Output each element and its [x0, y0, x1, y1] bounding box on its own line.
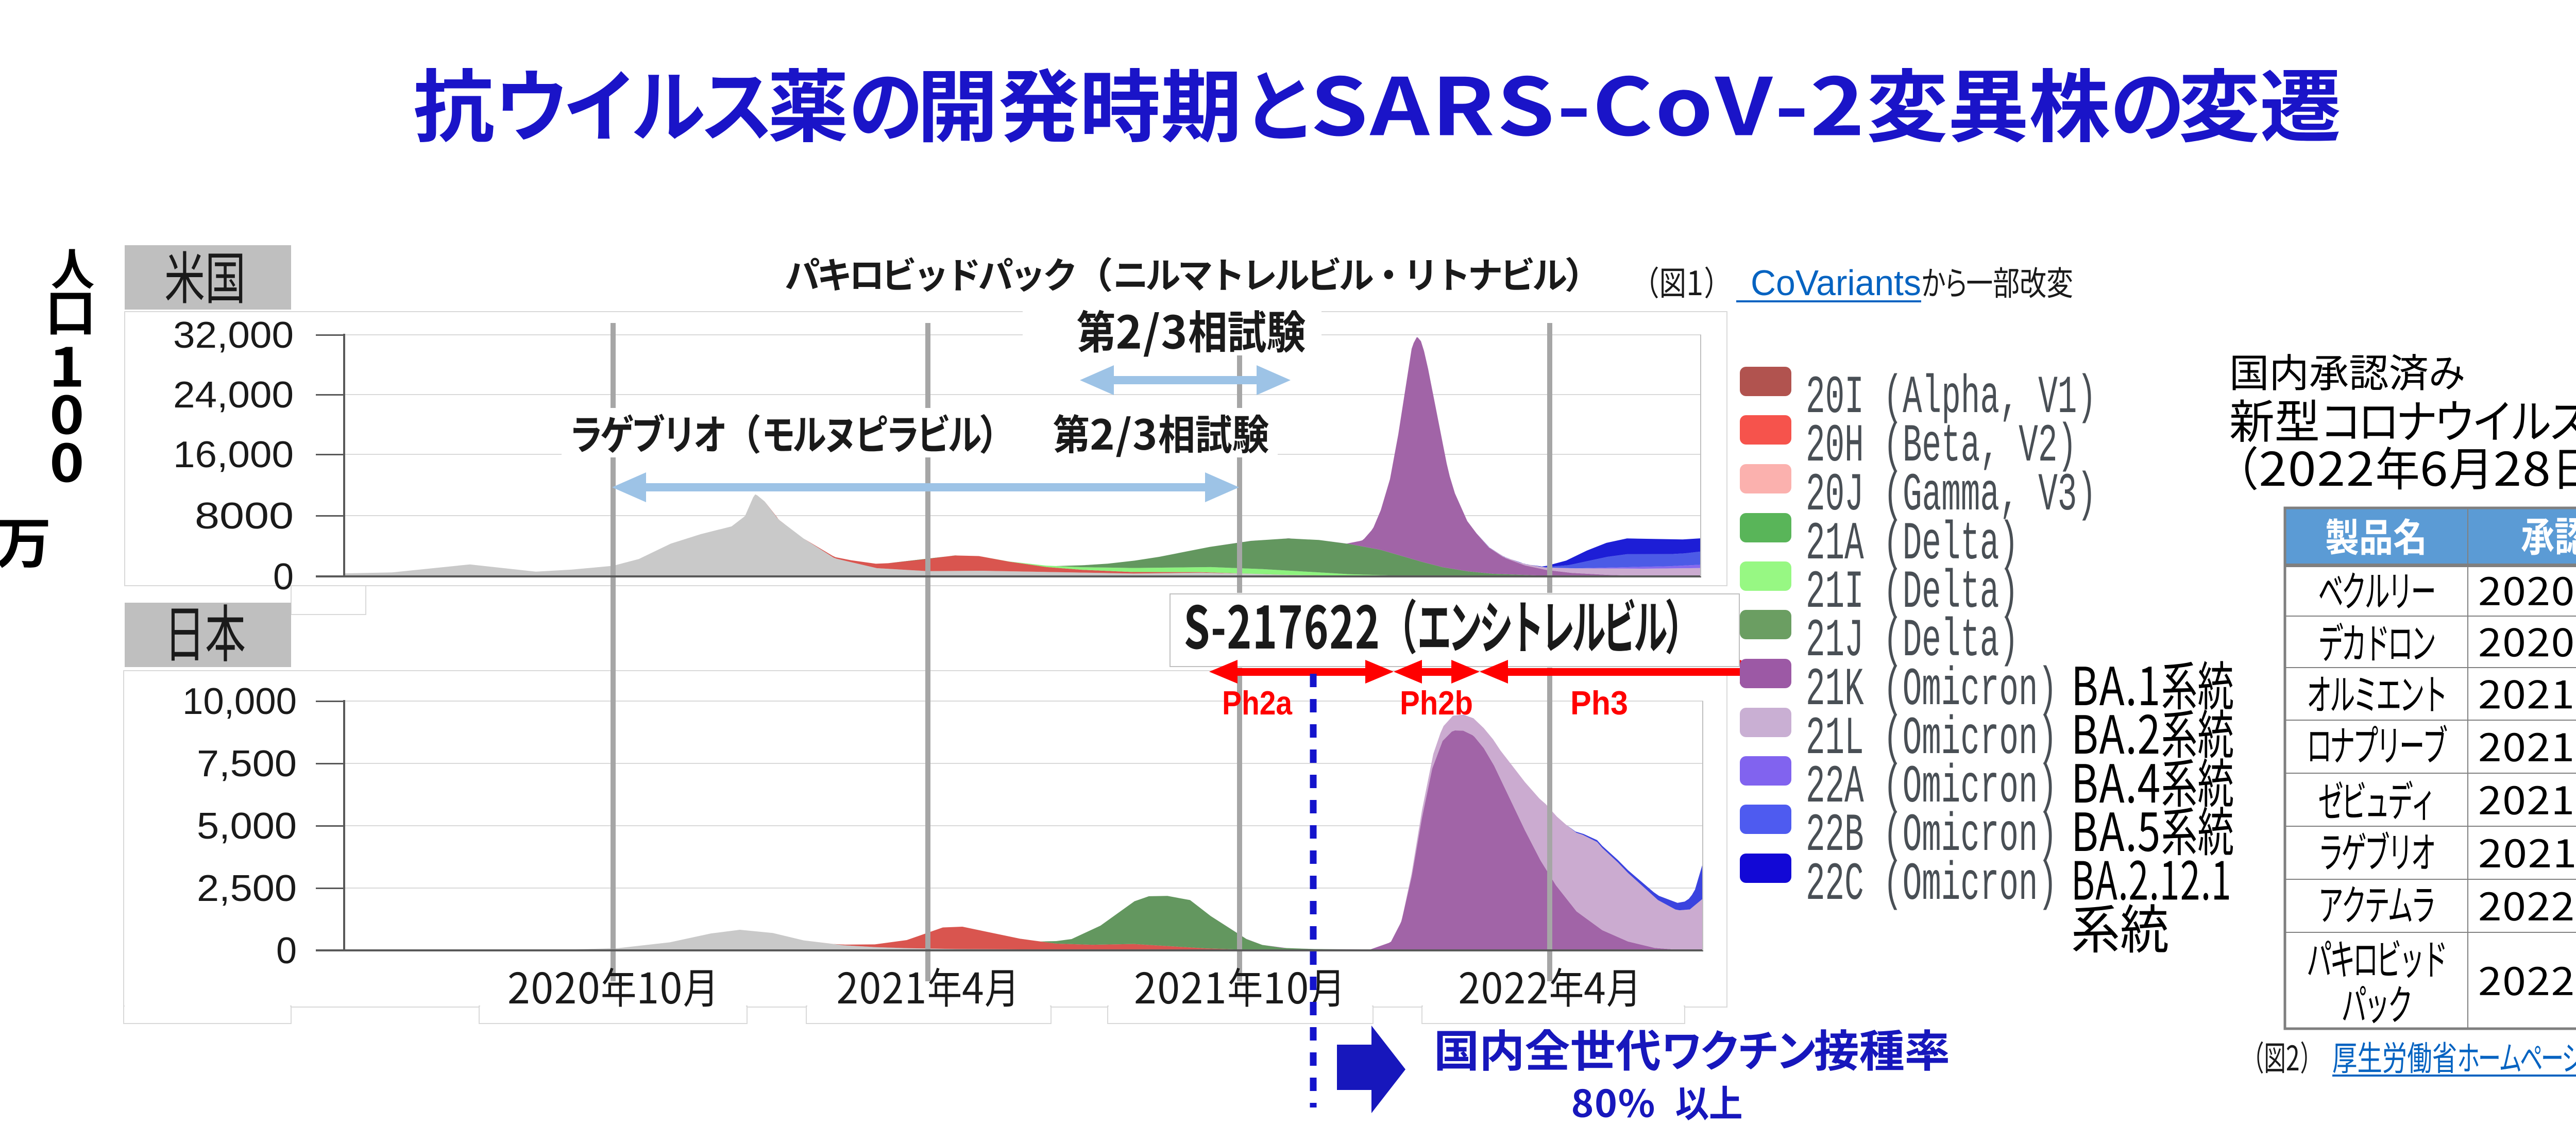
svg-text:20H (Beta, V2): 20H (Beta, V2)	[1806, 416, 2077, 477]
svg-text:7,500: 7,500	[197, 743, 297, 785]
svg-text:21L (Omicron): 21L (Omicron)	[1806, 709, 2057, 770]
svg-text:8000: 8000	[195, 496, 294, 537]
svg-text:32,000: 32,000	[173, 315, 294, 356]
svg-text:10,000: 10,000	[182, 681, 297, 722]
svg-text:0: 0	[273, 556, 294, 598]
svg-text:21K (Omicron): 21K (Omicron)	[1806, 660, 2057, 721]
svg-text:21J (Delta): 21J (Delta)	[1806, 611, 2019, 672]
svg-text:0: 0	[276, 930, 297, 971]
svg-text:CoVariants: CoVariants	[1751, 263, 1921, 303]
svg-text:Ph2a: Ph2a	[1222, 684, 1293, 722]
svg-text:Ph2b: Ph2b	[1400, 684, 1473, 722]
svg-text:20J (Gamma, V3): 20J (Gamma, V3)	[1806, 465, 2096, 526]
svg-text:20I (Alpha, V1): 20I (Alpha, V1)	[1806, 368, 2096, 429]
svg-text:22B (Omicron): 22B (Omicron)	[1806, 806, 2057, 866]
svg-text:2,500: 2,500	[197, 868, 297, 909]
svg-text:22A (Omicron): 22A (Omicron)	[1806, 757, 2057, 818]
svg-text:16,000: 16,000	[173, 434, 294, 475]
svg-text:21A (Delta): 21A (Delta)	[1806, 514, 2019, 575]
svg-text:21I (Delta): 21I (Delta)	[1806, 562, 2019, 623]
svg-text:Ph3: Ph3	[1570, 684, 1628, 722]
svg-text:24,000: 24,000	[173, 374, 294, 416]
svg-text:22C (Omicron): 22C (Omicron)	[1806, 855, 2057, 915]
svg-text:5,000: 5,000	[197, 806, 297, 847]
